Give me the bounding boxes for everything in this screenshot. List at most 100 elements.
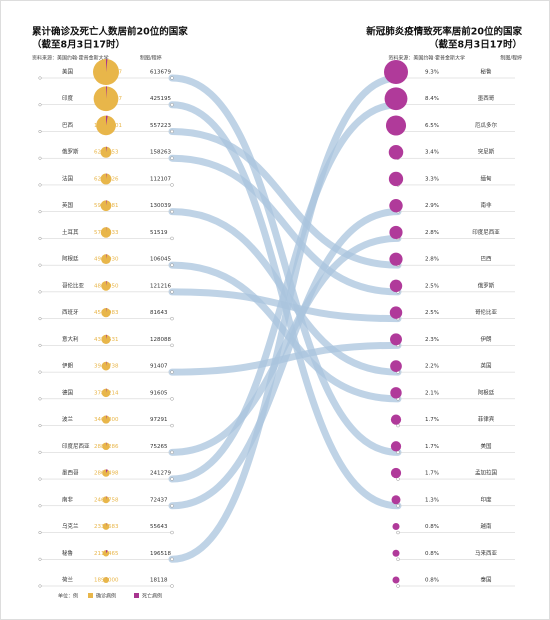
link-dot bbox=[170, 263, 174, 267]
country-label: 马来西亚 bbox=[475, 549, 498, 557]
row-dot bbox=[38, 397, 42, 401]
row-dot bbox=[38, 504, 42, 508]
row-dot bbox=[38, 343, 42, 347]
country-label: 英国 bbox=[62, 201, 74, 209]
confirmed-circle bbox=[102, 469, 110, 477]
death-wedge bbox=[106, 442, 107, 447]
death-label: 106045 bbox=[150, 257, 171, 263]
country-label: 伊朗 bbox=[62, 362, 74, 370]
link-dot bbox=[170, 316, 174, 321]
rate-label: 2.5% bbox=[425, 310, 439, 316]
country-label: 法国 bbox=[62, 174, 74, 182]
rate-circle bbox=[389, 306, 403, 319]
rate-label: 1.3% bbox=[425, 497, 439, 503]
link-dot bbox=[170, 397, 174, 401]
death-label: 72437 bbox=[150, 497, 168, 503]
link-dot bbox=[170, 530, 174, 535]
link bbox=[168, 341, 402, 376]
country-label: 秘鲁 bbox=[62, 549, 74, 557]
row-dot bbox=[38, 584, 42, 588]
country-label: 南非 bbox=[62, 495, 74, 503]
death-label: 128088 bbox=[150, 337, 171, 343]
link-dot bbox=[170, 557, 174, 562]
link-dot bbox=[170, 343, 174, 348]
country-label: 土耳其 bbox=[62, 228, 79, 236]
country-label: 印度 bbox=[480, 495, 492, 503]
country-label: 秘鲁 bbox=[480, 68, 492, 76]
link-dot bbox=[396, 557, 400, 562]
country-label: 俄罗斯 bbox=[478, 281, 495, 289]
death-wedge bbox=[106, 550, 108, 554]
death-label: 75265 bbox=[150, 444, 168, 450]
legend-label: 确诊病例 bbox=[96, 593, 116, 600]
link-dot bbox=[170, 76, 174, 80]
country-label: 德国 bbox=[62, 388, 74, 396]
country-label: 泰国 bbox=[480, 576, 492, 584]
right-credit: 制图/程婷 bbox=[500, 55, 522, 62]
death-wedge bbox=[106, 281, 107, 286]
death-label: 18118 bbox=[150, 578, 168, 584]
link-dot bbox=[170, 504, 174, 508]
death-wedge bbox=[106, 361, 107, 367]
rate-circle bbox=[389, 225, 403, 240]
country-label: 墨西哥 bbox=[62, 470, 79, 477]
row-dot bbox=[38, 210, 42, 214]
row-dot bbox=[38, 290, 42, 294]
death-label: 81643 bbox=[150, 310, 168, 316]
country-label: 哥伦比亚 bbox=[475, 308, 498, 316]
row-dot bbox=[38, 477, 42, 481]
country-label: 阿根廷 bbox=[62, 255, 79, 263]
rate-label: 0.8% bbox=[425, 524, 439, 530]
rate-label: 3.3% bbox=[425, 176, 439, 182]
row-dot bbox=[38, 450, 42, 454]
rate-circle bbox=[384, 87, 408, 111]
row-dot bbox=[38, 183, 42, 187]
link-dot bbox=[170, 584, 174, 588]
country-label: 巴西 bbox=[62, 122, 74, 129]
right-title: 新冠肺炎疫情致死率居前20位的国家 bbox=[366, 26, 522, 38]
link-dot bbox=[170, 129, 174, 134]
rate-label: 3.4% bbox=[425, 150, 439, 156]
rate-circle bbox=[389, 252, 403, 266]
link-dot bbox=[170, 236, 174, 241]
rate-circle bbox=[390, 414, 402, 425]
country-label: 西班牙 bbox=[62, 308, 79, 316]
rate-label: 2.3% bbox=[425, 337, 439, 343]
link-dot bbox=[170, 209, 174, 214]
country-label: 墨西哥 bbox=[478, 95, 495, 102]
left-title: 累计确诊及死亡人数居前20位的国家 bbox=[32, 26, 188, 38]
country-label: 意大利 bbox=[62, 335, 79, 343]
row-dot bbox=[38, 263, 42, 267]
country-label: 美国 bbox=[480, 442, 492, 450]
rate-label: 6.5% bbox=[425, 123, 439, 129]
row-dot bbox=[38, 76, 42, 80]
rate-label: 1.7% bbox=[425, 471, 439, 477]
rate-circle bbox=[389, 198, 403, 213]
row-dot bbox=[38, 156, 42, 160]
country-label: 阿根廷 bbox=[478, 388, 495, 396]
death-label: 51519 bbox=[150, 230, 168, 236]
legend-swatch bbox=[134, 593, 139, 598]
country-label: 美国 bbox=[62, 68, 74, 76]
rate-label: 2.8% bbox=[425, 257, 439, 263]
rate-circle bbox=[390, 360, 402, 372]
country-label: 乌克兰 bbox=[62, 522, 79, 530]
country-label: 突尼斯 bbox=[478, 148, 495, 156]
country-label: 英国 bbox=[480, 362, 492, 370]
link-dot bbox=[170, 290, 174, 294]
death-wedge bbox=[106, 415, 107, 420]
left-source: 资料来源：美国约翰·霍普金斯大学 bbox=[32, 55, 109, 62]
rate-label: 2.9% bbox=[425, 203, 439, 209]
link-dot bbox=[170, 450, 174, 455]
country-label: 缅甸 bbox=[480, 174, 492, 182]
link bbox=[168, 154, 402, 296]
rate-circle bbox=[390, 467, 402, 479]
left-credit: 制图/程婷 bbox=[140, 55, 162, 62]
country-label: 俄罗斯 bbox=[62, 148, 79, 156]
link-dot bbox=[170, 102, 174, 107]
death-label: 613679 bbox=[150, 70, 171, 76]
country-label: 越南 bbox=[480, 522, 492, 530]
row-dot bbox=[38, 236, 42, 240]
death-label: 158263 bbox=[150, 150, 171, 156]
